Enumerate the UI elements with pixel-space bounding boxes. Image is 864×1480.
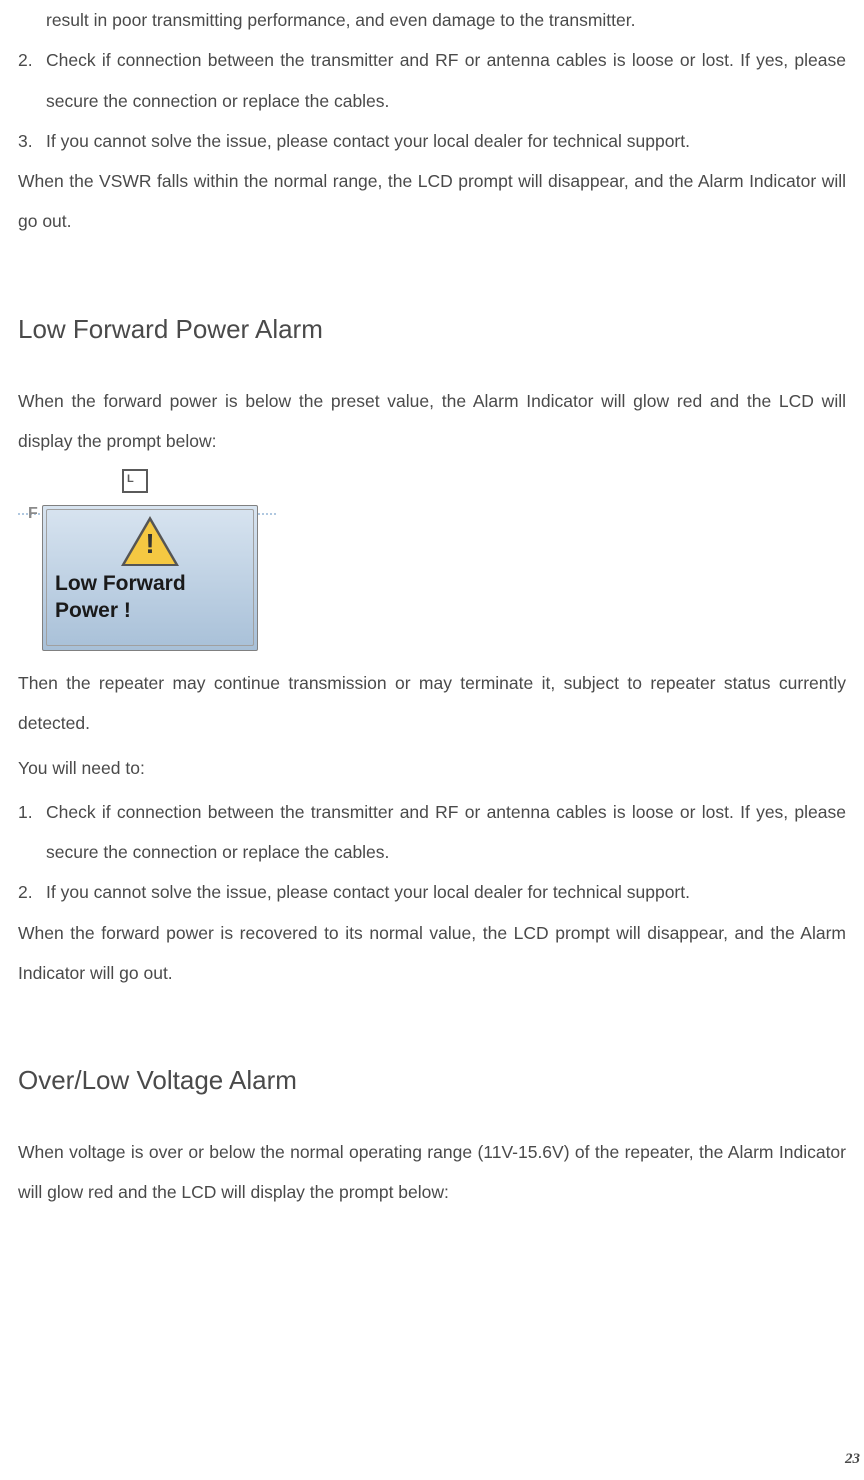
warning-triangle-icon: ! — [121, 516, 179, 566]
exclamation-mark: ! — [145, 530, 155, 558]
lcd-dialog-box: ! Low Forward Power ! — [42, 505, 258, 651]
list-number: 1. — [18, 792, 46, 873]
intro-item-2: 2. Check if connection between the trans… — [18, 40, 846, 121]
intro-continuation: result in poor transmitting performance,… — [46, 0, 846, 40]
lcd-top-icon-letter: L — [127, 473, 134, 485]
section1-closing: When the forward power is recovered to i… — [18, 913, 846, 994]
lcd-prompt-image: L F ! Low Forward Power ! — [18, 469, 278, 651]
lcd-dialog-inner: ! Low Forward Power ! — [46, 509, 254, 646]
list-content: Check if connection between the transmit… — [46, 40, 846, 121]
lcd-message-line1: Low Forward — [47, 570, 186, 597]
list-number: 2. — [18, 872, 46, 912]
list-number: 2. — [18, 40, 46, 121]
list-number: 3. — [18, 121, 46, 161]
page-number: 23 — [845, 1451, 860, 1468]
list-content: If you cannot solve the issue, please co… — [46, 872, 846, 912]
section1-intro: When the forward power is below the pres… — [18, 381, 846, 462]
list-content: Check if connection between the transmit… — [46, 792, 846, 873]
intro-item-3: 3. If you cannot solve the issue, please… — [18, 121, 846, 161]
lcd-message-line2: Power ! — [47, 597, 131, 624]
section-heading-voltage: Over/Low Voltage Alarm — [18, 1065, 846, 1096]
section1-you-will: You will need to: — [18, 748, 846, 788]
section2-intro: When voltage is over or below the normal… — [18, 1132, 846, 1213]
section-heading-low-forward: Low Forward Power Alarm — [18, 314, 846, 345]
section1-item-1: 1. Check if connection between the trans… — [18, 792, 846, 873]
intro-closing: When the VSWR falls within the normal ra… — [18, 161, 846, 242]
lcd-side-letter: F — [28, 505, 38, 523]
lcd-top-small-box-icon: L — [122, 469, 148, 493]
section1-after-lcd: Then the repeater may continue transmiss… — [18, 663, 846, 744]
section1-item-2: 2. If you cannot solve the issue, please… — [18, 872, 846, 912]
list-content: If you cannot solve the issue, please co… — [46, 121, 846, 161]
